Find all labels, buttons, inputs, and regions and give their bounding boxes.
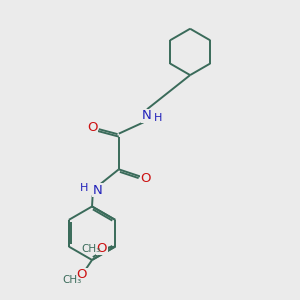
Text: O: O <box>87 121 97 134</box>
Text: O: O <box>97 242 107 255</box>
Text: CH₃: CH₃ <box>62 275 82 285</box>
Text: O: O <box>76 268 87 281</box>
Text: H: H <box>80 183 88 193</box>
Text: CH₃: CH₃ <box>81 244 100 254</box>
Text: H: H <box>154 113 163 123</box>
Text: O: O <box>140 172 151 185</box>
Text: N: N <box>142 109 152 122</box>
Text: N: N <box>92 184 102 196</box>
